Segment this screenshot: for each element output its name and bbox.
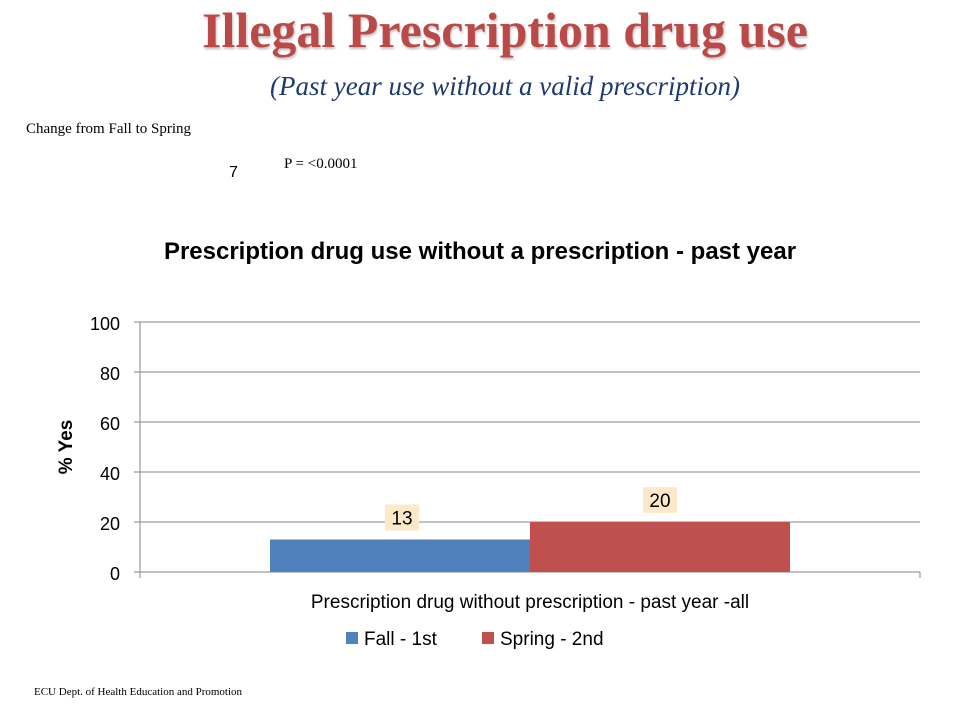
slide-subtitle: (Past year use without a valid prescript… — [270, 71, 740, 101]
change-value: 7 — [229, 164, 238, 181]
y-tick-label: 20 — [100, 514, 120, 534]
legend-swatch-spring — [482, 632, 494, 644]
y-axis-title: % Yes — [56, 420, 77, 475]
y-tick-label: 100 — [90, 314, 120, 334]
chart-title: Prescription drug use without a prescrip… — [163, 238, 797, 265]
change-label: Change from Fall to Spring — [26, 121, 191, 137]
data-label-bg — [643, 487, 677, 513]
data-label: 13 — [391, 509, 412, 530]
bar-fall — [270, 539, 530, 572]
x-category-label: Prescription drug without prescription -… — [311, 592, 749, 613]
legend-label-spring: Spring - 2nd — [500, 629, 604, 650]
footer-credit: ECU Dept. of Health Education and Promot… — [34, 686, 243, 698]
legend-label-fall: Fall - 1st — [364, 629, 438, 650]
bar-spring — [530, 522, 790, 572]
y-tick-label: 60 — [100, 414, 120, 434]
data-label-bg — [385, 504, 419, 531]
slide-title: Illegal Prescription drug use — [201, 2, 808, 58]
p-value: P = <0.0001 — [284, 156, 358, 172]
y-tick-label: 80 — [100, 364, 120, 384]
legend-swatch-fall — [346, 632, 358, 644]
y-tick-label: 0 — [110, 564, 120, 584]
y-tick-label: 40 — [100, 464, 120, 484]
data-label: 20 — [649, 491, 670, 512]
